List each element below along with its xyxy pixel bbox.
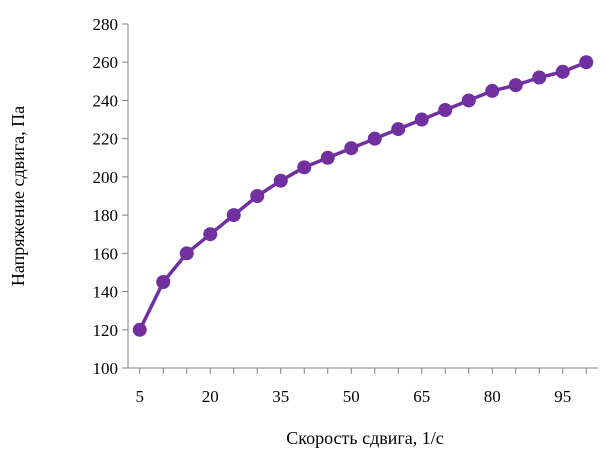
data-point bbox=[555, 64, 570, 79]
data-point bbox=[414, 112, 429, 127]
x-tick-label: 5 bbox=[136, 387, 145, 406]
x-axis: 5 20 35 50 65 80 95 bbox=[128, 367, 598, 406]
y-tick-label: 240 bbox=[93, 91, 119, 110]
data-point bbox=[156, 275, 171, 289]
series-line bbox=[138, 60, 589, 332]
data-point bbox=[579, 55, 594, 70]
y-tick-label: 200 bbox=[93, 168, 119, 187]
x-tick-label: 20 bbox=[202, 387, 219, 406]
data-point bbox=[391, 122, 406, 137]
y-tick-label: 120 bbox=[93, 321, 119, 340]
data-point bbox=[226, 208, 241, 223]
x-axis-title: Скорость сдвига, 1/с bbox=[286, 428, 444, 448]
y-axis: 100 120 140 160 180 200 220 240 260 280 bbox=[93, 15, 129, 378]
x-tick-label: 80 bbox=[484, 387, 501, 406]
data-point bbox=[367, 131, 382, 146]
data-point bbox=[179, 246, 194, 261]
data-point bbox=[461, 93, 476, 108]
data-point bbox=[508, 78, 523, 93]
y-tick-label: 100 bbox=[93, 359, 119, 378]
x-tick-label: 95 bbox=[554, 387, 571, 406]
data-point bbox=[132, 322, 147, 337]
data-point bbox=[532, 70, 547, 85]
x-tick-label: 65 bbox=[413, 387, 430, 406]
data-point bbox=[320, 150, 335, 165]
x-tick-label: 35 bbox=[272, 387, 289, 406]
y-tick-label: 280 bbox=[93, 15, 119, 34]
data-point bbox=[485, 83, 500, 98]
y-tick-label: 220 bbox=[93, 130, 119, 149]
y-tick-label: 180 bbox=[93, 206, 119, 225]
data-point bbox=[273, 173, 288, 188]
y-tick-label: 260 bbox=[93, 53, 119, 72]
plot-area bbox=[132, 55, 594, 337]
y-tick-label: 140 bbox=[93, 283, 119, 302]
data-point bbox=[438, 103, 453, 117]
data-point bbox=[344, 141, 359, 156]
data-point bbox=[203, 227, 218, 242]
data-point bbox=[297, 160, 312, 175]
y-axis-title: Напряжение сдвига, Па bbox=[8, 106, 28, 286]
y-tick-label: 160 bbox=[93, 244, 119, 263]
x-tick-label: 50 bbox=[343, 387, 360, 406]
data-point bbox=[250, 189, 265, 203]
